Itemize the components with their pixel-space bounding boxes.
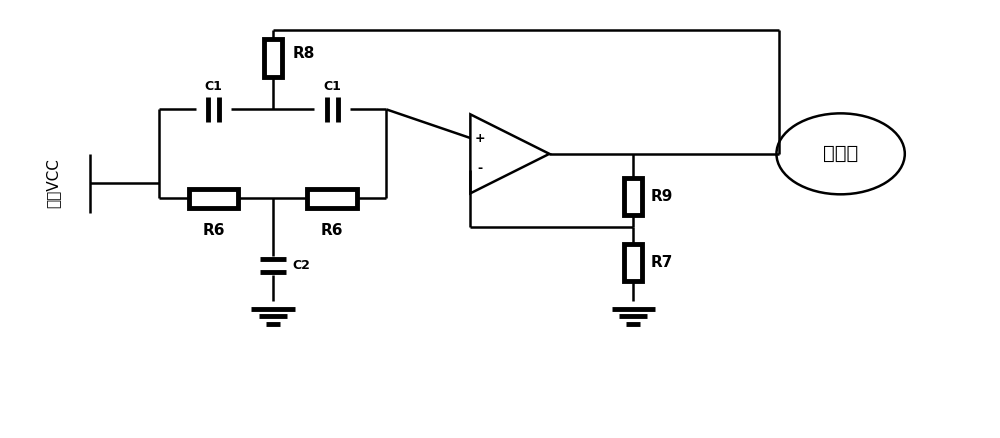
Text: C1: C1 [205, 80, 223, 92]
Text: R7: R7 [651, 255, 673, 270]
Text: 晶体管: 晶体管 [823, 145, 858, 163]
Bar [624, 177, 642, 215]
Text: 电源VCC: 电源VCC [45, 159, 60, 208]
Bar [624, 244, 642, 281]
Text: R6: R6 [202, 223, 225, 238]
Bar [189, 189, 238, 208]
Text: C2: C2 [293, 259, 311, 272]
Text: -: - [478, 162, 483, 175]
Text: R9: R9 [651, 189, 673, 204]
Text: C1: C1 [323, 80, 341, 92]
Bar [264, 39, 282, 77]
Text: R6: R6 [321, 223, 343, 238]
Text: R8: R8 [293, 46, 315, 60]
Text: +: + [475, 132, 486, 145]
Bar [307, 189, 357, 208]
